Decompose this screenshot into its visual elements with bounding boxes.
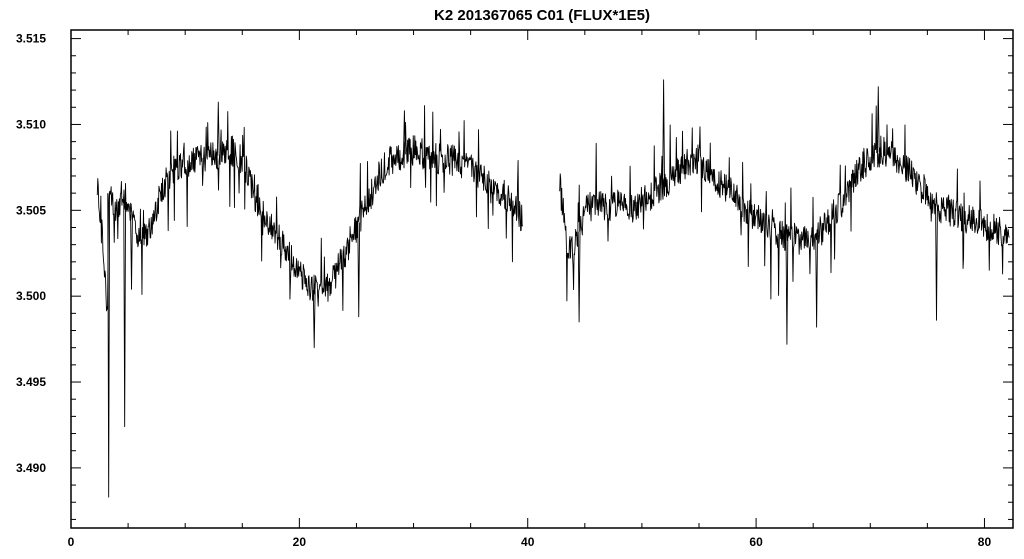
chart-title: K2 201367065 C01 (FLUX*1E5) [434,7,650,24]
x-tick-label: 0 [68,535,75,549]
flux-dip [785,236,789,345]
plot-frame [70,29,1014,529]
flux-dip [935,206,938,321]
y-tick-label: 3.495 [16,375,46,389]
x-tick-label: 20 [293,535,307,549]
flux-dip [130,214,133,290]
series-layer [96,79,1010,498]
flux-spike [662,79,665,186]
flux-spike [403,110,406,155]
flux-dip [815,233,818,328]
x-tick-label: 40 [521,535,535,549]
y-tick-label: 3.500 [16,289,46,303]
x-tick-label: 80 [978,535,992,549]
y-tick-label: 3.505 [16,203,46,217]
y-tick-label: 3.510 [16,117,46,131]
light-curve-segment-1 [96,105,524,312]
flux-dip [107,193,111,498]
y-tick-label: 3.515 [16,32,46,46]
x-tick-label: 60 [749,535,763,549]
tick-labels: 0 20 40 60 80 3.490 3.495 3.500 3.505 3.510 3.515 [16,32,991,549]
flux-dip [123,196,127,428]
y-tick-label: 3.490 [16,461,46,475]
axis-ticks [70,30,1013,528]
flux-dip [312,290,316,349]
flux-spike [216,101,220,156]
flux-dip [577,231,581,323]
light-curve-segment-2 [559,105,1010,302]
flux-spike [876,86,880,153]
flux-dip [357,222,361,318]
